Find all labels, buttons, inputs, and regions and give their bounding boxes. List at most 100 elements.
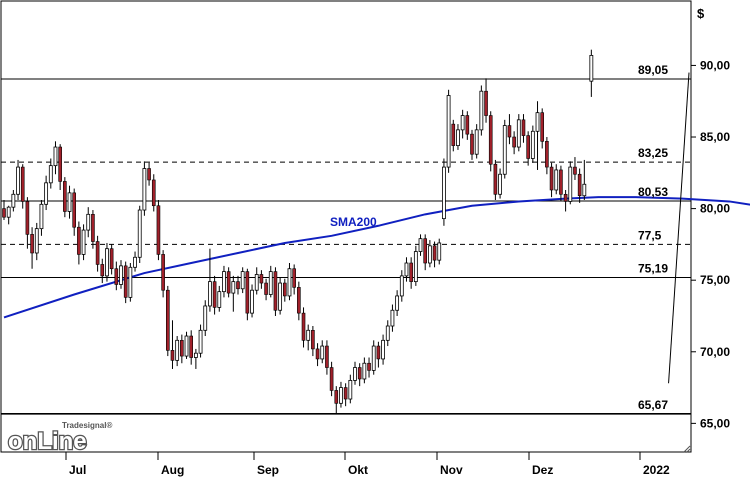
candle-up (86, 213, 91, 231)
svg-text:Tradesignal®: Tradesignal® (62, 421, 112, 430)
resize-grip-icon[interactable] (683, 445, 691, 453)
level-label: 89,05 (638, 63, 668, 77)
candle-down (2, 208, 6, 218)
candle-down (465, 115, 470, 135)
candle-up (268, 271, 273, 295)
candle-up (474, 129, 479, 155)
y-tick-label: 75,00 (700, 273, 730, 287)
candle-down (25, 201, 30, 235)
candle-down (95, 241, 100, 265)
y-tick-label: 90,00 (700, 58, 730, 72)
candle-up (44, 182, 49, 205)
trendline-layer (668, 72, 690, 384)
candle-down (226, 271, 231, 294)
candle-up (105, 248, 109, 277)
candle-up (385, 325, 390, 341)
candle-up (413, 251, 418, 283)
candle-down (325, 345, 329, 368)
candle-up (404, 262, 409, 277)
candle-down (545, 141, 549, 168)
candle-up (6, 206, 11, 218)
candle-up (208, 281, 212, 307)
candle-down (409, 262, 413, 282)
candle-up (362, 362, 367, 380)
candle-down (72, 192, 76, 228)
x-tick-label: Aug (161, 463, 184, 477)
level-label: 75,19 (638, 261, 668, 275)
candle-down (577, 173, 582, 197)
candle-up (418, 238, 423, 252)
candle-up (203, 305, 208, 331)
candle-down (423, 238, 428, 264)
candle-down (573, 166, 577, 175)
candle-down (334, 390, 339, 404)
candle-up (427, 245, 432, 264)
level-label: 77,5 (638, 228, 662, 242)
candle-down (432, 245, 437, 261)
level-label: 65,67 (638, 398, 668, 412)
candle-down (189, 335, 193, 358)
candle-down (559, 169, 563, 195)
candle-up (502, 125, 507, 175)
candle-up (516, 119, 521, 148)
candle-up (222, 271, 226, 293)
candle-up (133, 256, 137, 268)
candle-down (212, 281, 217, 308)
candle-down (109, 248, 114, 270)
candle-up (348, 380, 353, 400)
support-resistance-levels (1, 78, 691, 415)
candle-up (34, 228, 39, 254)
candle-up (479, 90, 484, 131)
sma200-layer: SMA200 (3, 196, 750, 319)
candle-down (521, 119, 526, 136)
candle-up (193, 352, 198, 358)
y-tick-label: 85,00 (700, 130, 730, 144)
x-tick-label: 2022 (643, 463, 670, 477)
x-tick-label: Dez (532, 463, 553, 477)
candle-up (456, 129, 460, 147)
candle-up (320, 345, 325, 360)
candle-up (381, 339, 385, 360)
candle-up (48, 165, 53, 184)
candle-up (287, 268, 292, 297)
level-label: 83,25 (638, 146, 668, 160)
candle-down (282, 282, 287, 297)
candle-down (563, 193, 568, 202)
y-tick-label: 70,00 (700, 345, 730, 359)
candle-down (451, 123, 456, 146)
candle-up (128, 266, 133, 298)
svg-text:onLine: onLine (8, 428, 87, 455)
candle-up (254, 274, 259, 291)
candle-up (582, 183, 587, 197)
candle-up (530, 130, 535, 159)
candle-up (395, 295, 400, 311)
candle-down (156, 205, 161, 255)
candle-up (53, 146, 58, 167)
candles-layer (2, 49, 594, 414)
candle-up (399, 275, 404, 297)
plot-area (0, 0, 692, 453)
y-tick-label: 80,00 (700, 202, 730, 216)
candle-up (39, 203, 44, 230)
candle-down (311, 330, 315, 350)
candle-up (67, 192, 72, 212)
x-tick-label: Jul (69, 463, 86, 477)
x-tick-label: Sep (257, 463, 279, 477)
candle-up (437, 242, 442, 261)
level-label: 80,53 (638, 185, 668, 199)
trendline (668, 72, 690, 384)
candle-down (549, 166, 554, 191)
time-axis: Jul Aug Sep Okt Nov Dez 2022 (65, 452, 670, 477)
x-tick-label: Nov (440, 463, 463, 477)
candle-down (77, 226, 81, 255)
candle-down (170, 350, 175, 361)
candle-up (442, 166, 446, 220)
x-tick-label: Okt (348, 463, 368, 477)
candle-down (301, 312, 306, 341)
level-labels: 89,05 83,25 80,53 77,5 75,19 65,67 (638, 63, 668, 412)
candle-up (353, 367, 357, 381)
candle-up (217, 291, 222, 308)
candle-down (343, 387, 348, 400)
candle-down (166, 289, 170, 351)
